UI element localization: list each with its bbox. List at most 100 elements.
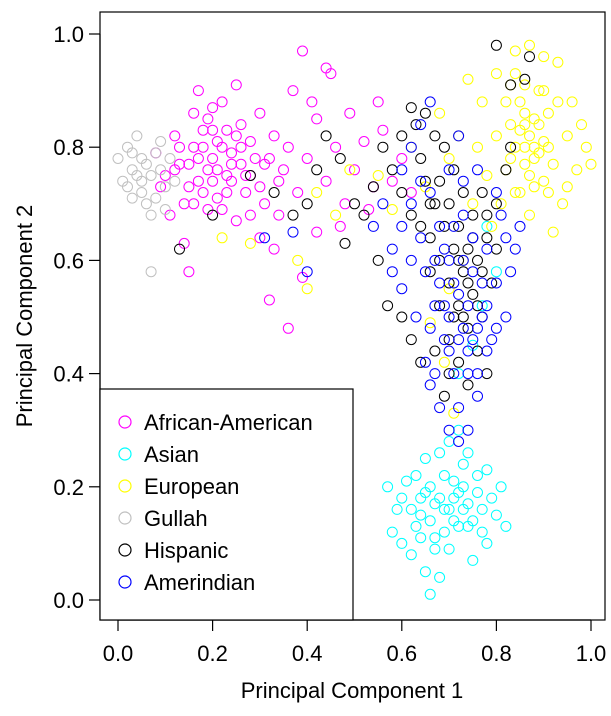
y-tick-label: 0.0	[53, 588, 84, 613]
data-point	[514, 187, 526, 198]
x-tick-label: 0.8	[481, 641, 512, 666]
data-point	[155, 136, 167, 147]
data-point	[481, 537, 493, 549]
data-point	[453, 436, 465, 447]
data-point	[150, 147, 162, 159]
legend-marker	[118, 543, 132, 557]
data-point	[457, 187, 469, 198]
data-point	[481, 368, 493, 380]
data-point	[443, 543, 455, 555]
data-point	[519, 107, 531, 119]
legend-item: Hispanic	[118, 538, 228, 563]
data-point	[244, 136, 256, 147]
data-point	[344, 107, 356, 119]
data-point	[481, 300, 493, 312]
data-point	[476, 266, 488, 278]
data-point	[580, 141, 592, 153]
data-point	[561, 130, 573, 142]
data-point	[268, 243, 280, 255]
data-point	[207, 175, 219, 187]
data-point	[396, 311, 408, 323]
data-point	[235, 141, 247, 153]
data-point	[467, 288, 479, 300]
data-point	[268, 187, 280, 198]
data-point	[500, 232, 512, 244]
data-point	[405, 141, 417, 153]
data-point	[405, 254, 417, 266]
data-point	[216, 232, 228, 244]
data-point	[509, 45, 521, 57]
data-point	[519, 158, 531, 170]
data-point	[524, 170, 535, 181]
data-point	[438, 334, 450, 346]
data-point	[192, 153, 204, 164]
legend-item: African-American	[118, 410, 313, 435]
data-point	[424, 232, 436, 244]
data-point	[457, 503, 469, 515]
data-point	[230, 215, 242, 227]
data-point	[453, 402, 465, 414]
data-point	[377, 124, 389, 136]
data-point	[467, 232, 479, 244]
data-point	[434, 447, 446, 459]
data-point	[434, 220, 446, 232]
data-point	[486, 220, 498, 232]
data-point	[169, 175, 181, 187]
legend-label: European	[144, 474, 239, 499]
data-point	[396, 283, 408, 295]
data-point	[424, 317, 436, 329]
data-point	[145, 266, 157, 278]
data-point	[188, 198, 200, 210]
data-point	[419, 356, 431, 368]
data-point	[490, 277, 502, 289]
data-point	[486, 334, 498, 346]
data-point	[453, 300, 465, 312]
data-point	[519, 73, 531, 85]
legend-item: Gullah	[118, 506, 208, 531]
data-point	[533, 85, 545, 97]
data-point	[519, 79, 531, 91]
data-point	[330, 141, 342, 153]
data-point	[174, 243, 185, 255]
data-point	[226, 147, 237, 159]
data-point	[434, 277, 446, 289]
data-point	[429, 254, 441, 266]
legend-label: Gullah	[144, 506, 208, 531]
data-point	[457, 458, 469, 470]
data-point	[542, 187, 554, 198]
data-point	[339, 237, 351, 249]
data-point	[405, 503, 417, 515]
data-point	[419, 107, 431, 119]
data-point	[401, 475, 412, 487]
x-tick-label: 0.0	[103, 641, 134, 666]
data-point	[533, 119, 545, 131]
data-point	[481, 345, 493, 357]
data-point	[462, 243, 474, 255]
y-axis-label: Principal Component 2	[12, 205, 37, 428]
data-point	[344, 164, 356, 176]
data-point	[490, 198, 502, 210]
data-point	[424, 322, 436, 334]
data-point	[136, 175, 148, 187]
data-point	[415, 532, 427, 544]
data-point	[490, 266, 502, 278]
series-5	[174, 39, 535, 402]
data-point	[438, 526, 450, 538]
data-point	[410, 470, 422, 481]
data-point	[292, 187, 304, 198]
legend-label: Hispanic	[144, 538, 228, 563]
data-point	[415, 232, 427, 244]
data-point	[301, 198, 313, 210]
data-point	[429, 543, 441, 555]
legend-marker	[118, 415, 132, 429]
data-point	[386, 204, 398, 215]
data-point	[457, 481, 469, 493]
data-point	[448, 515, 460, 527]
data-point	[382, 481, 394, 493]
data-point	[216, 96, 228, 108]
data-point	[349, 164, 360, 176]
data-point	[278, 164, 289, 176]
data-point	[419, 266, 431, 278]
data-point	[429, 130, 441, 142]
